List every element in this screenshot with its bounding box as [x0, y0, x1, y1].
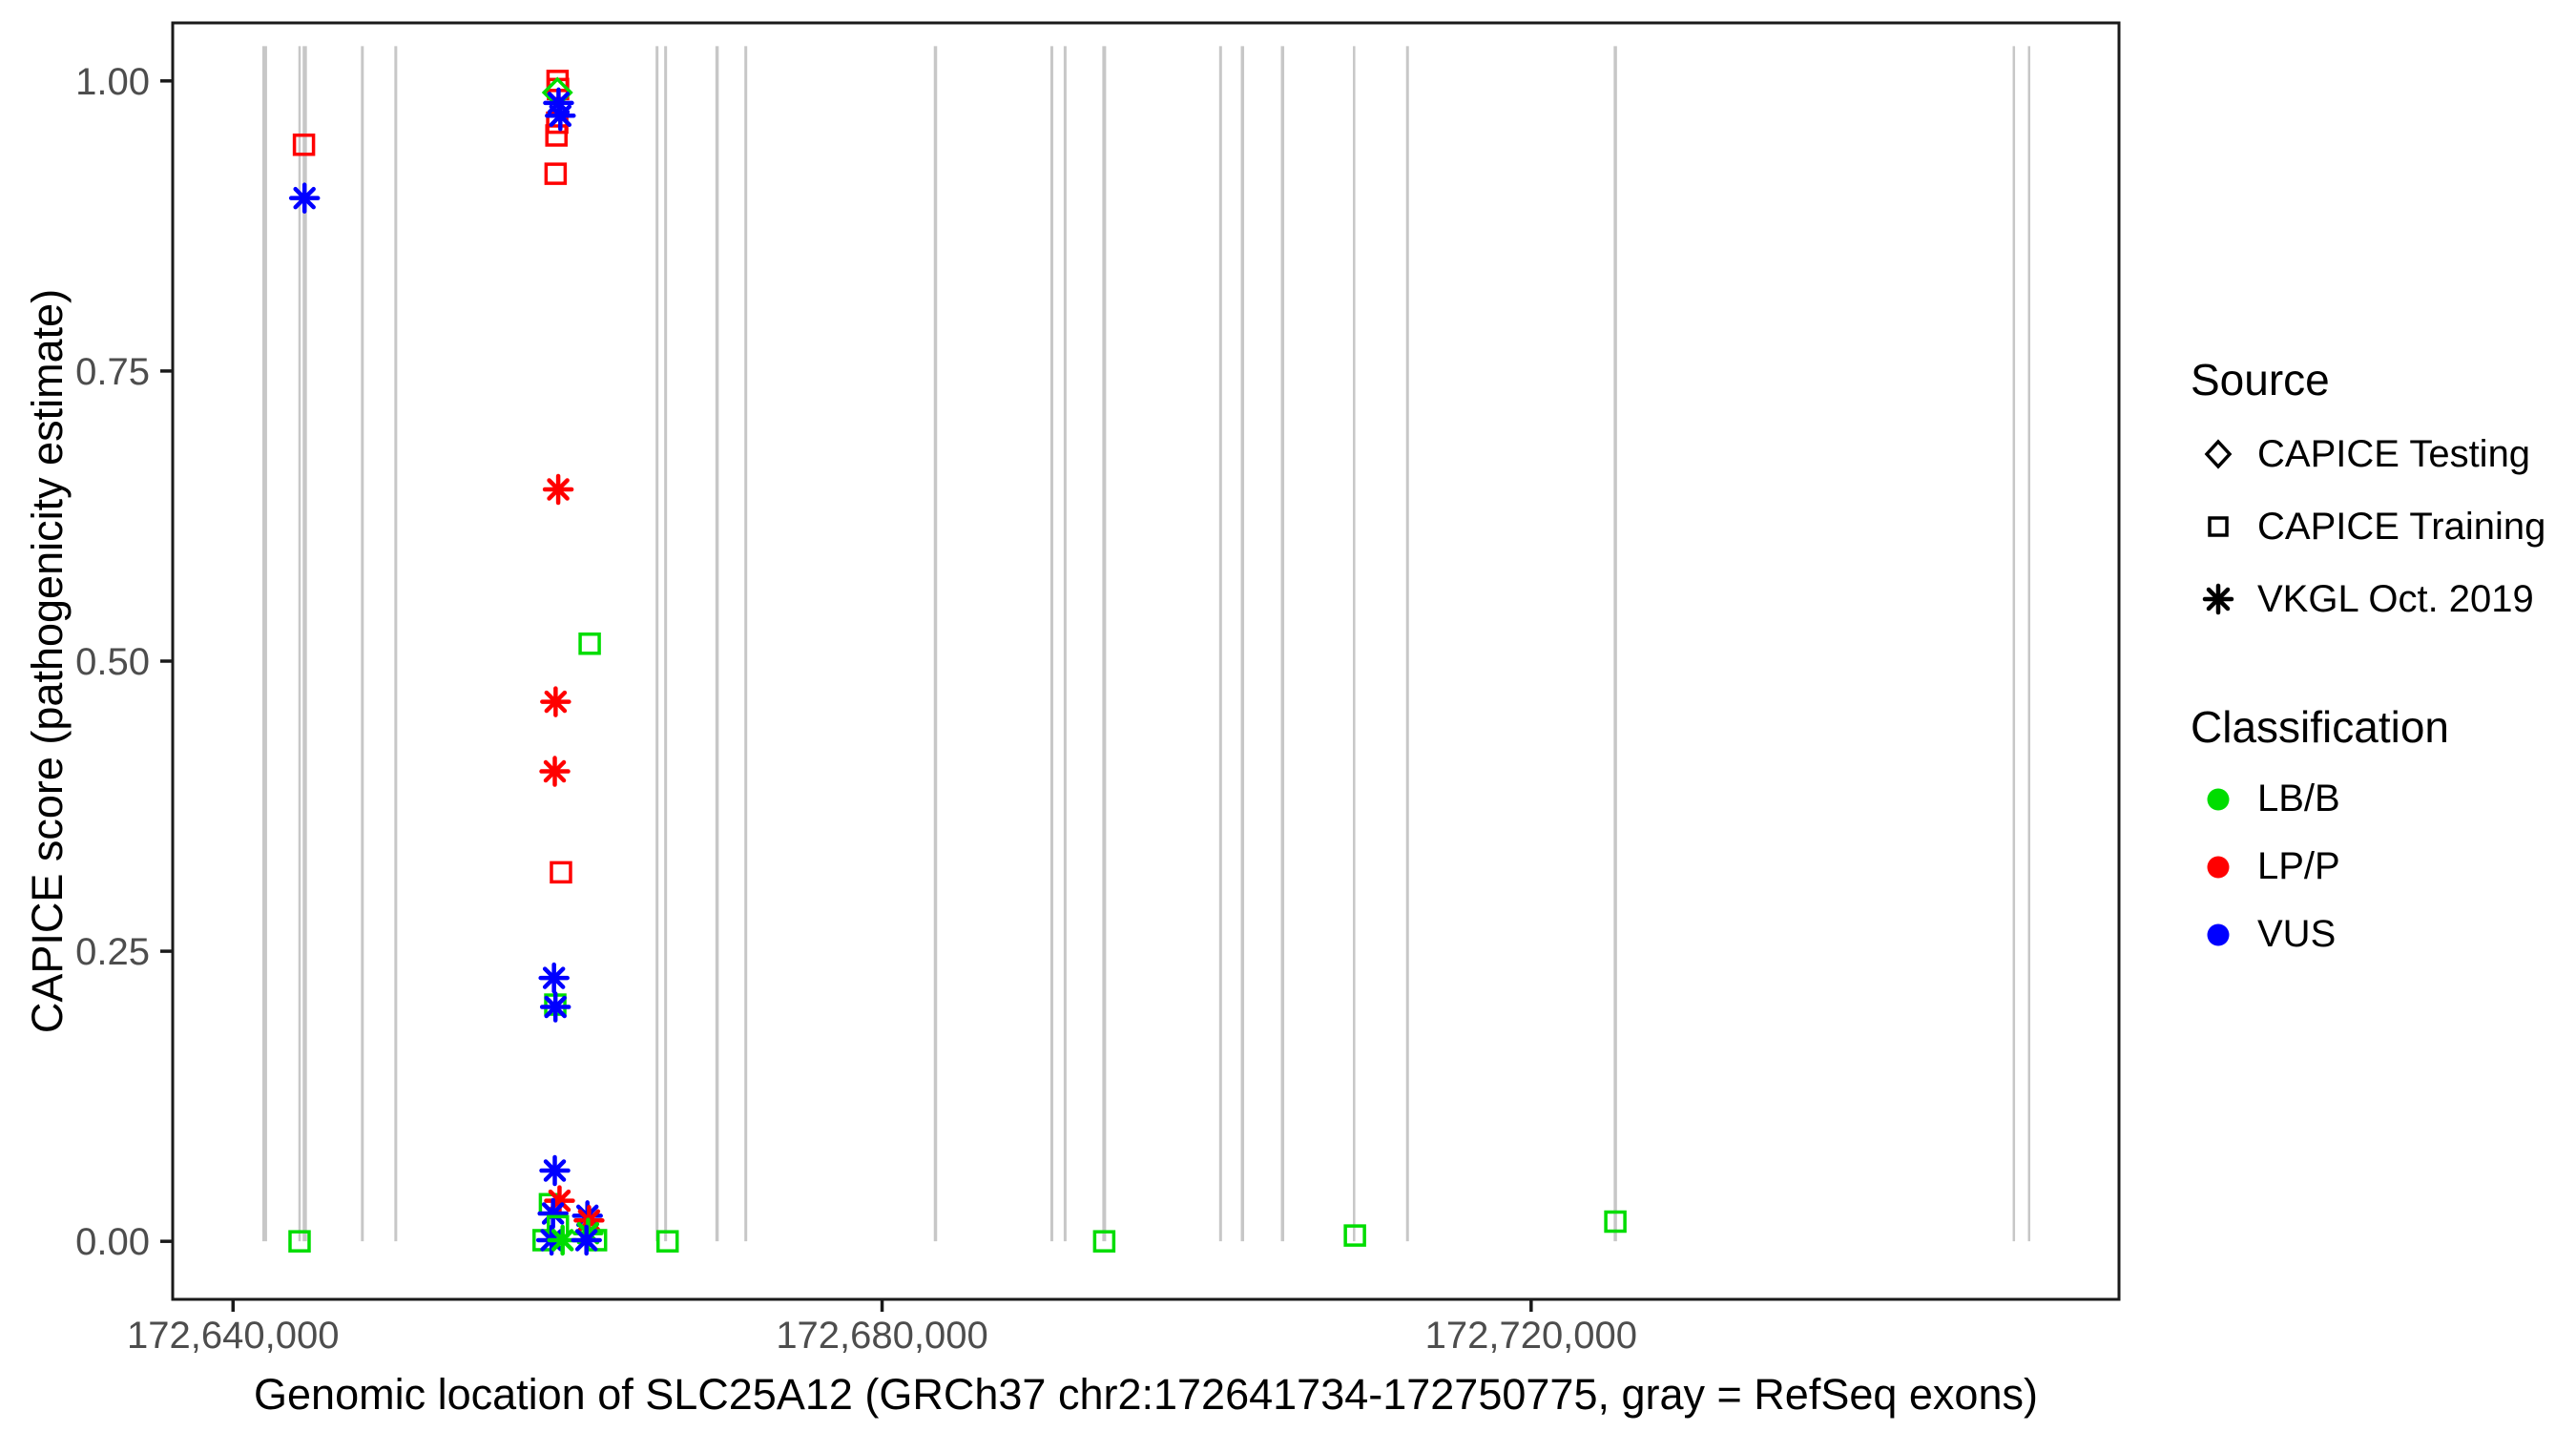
data-point-square [544, 162, 568, 185]
square-icon [2208, 516, 2229, 537]
legend-item-label: VUS [2257, 913, 2337, 955]
data-point-asterisk [545, 100, 576, 132]
green-dot-icon [2207, 788, 2230, 810]
legend-item-label: CAPICE Training [2257, 505, 2546, 548]
legend-source-title: Source [2191, 355, 2330, 404]
data-point-asterisk [540, 686, 571, 717]
legend-item-label: VKGL Oct. 2019 [2257, 577, 2534, 620]
legend-gap [2191, 635, 2572, 702]
legend-item-lpp: LP/P [2191, 833, 2572, 901]
legend-item-capice-testing: CAPICE Testing [2191, 418, 2572, 490]
legend-item-vus: VUS [2191, 901, 2572, 968]
data-point-asterisk [539, 991, 571, 1023]
legend-item-capice-training: CAPICE Training [2191, 490, 2572, 563]
data-point-square [1604, 1210, 1627, 1234]
data-point-square [545, 124, 568, 147]
y-tick-label: 0.50 [75, 641, 150, 683]
legend-classification-items: LB/B LP/P VUS [2191, 765, 2572, 968]
data-point-square [578, 633, 601, 655]
legend-item-label: LB/B [2257, 778, 2340, 819]
legend-source-items: CAPICE Testing CAPICE Training VKGL [2191, 418, 2572, 635]
data-point-square [292, 133, 316, 156]
diamond-icon [2204, 439, 2233, 469]
data-point-square [1343, 1224, 1366, 1247]
data-point-asterisk [539, 1154, 571, 1187]
x-axis-title: Genomic location of SLC25A12 (GRCh37 chr… [254, 1370, 2038, 1419]
data-point-asterisk [538, 962, 570, 994]
data-point-asterisk [542, 473, 574, 506]
red-dot-icon [2207, 856, 2230, 878]
blue-dot-icon [2207, 923, 2230, 945]
data-point-asterisk [537, 1197, 569, 1230]
y-tick-label: 0.25 [75, 931, 150, 973]
legend: Source CAPICE Testing CAPICE Training [2191, 355, 2572, 968]
data-point-square [550, 861, 572, 884]
legend-classification-title: Classification [2191, 702, 2449, 752]
data-point-square [288, 1230, 311, 1253]
legend-item-label: LP/P [2257, 845, 2340, 887]
legend-item-vkgl: VKGL Oct. 2019 [2191, 563, 2572, 635]
y-tick-label: 0.00 [75, 1221, 150, 1263]
y-axis-title: CAPICE score (pathogenicity estimate) [23, 288, 72, 1034]
x-tick-label: 172,640,000 [127, 1315, 339, 1357]
panel-border [171, 21, 2121, 1301]
y-tick-label: 0.75 [75, 351, 150, 393]
data-point-square [655, 1230, 679, 1253]
asterisk-icon [2202, 583, 2234, 615]
y-tick-label: 1.00 [75, 61, 150, 103]
data-point-asterisk [571, 1224, 602, 1256]
data-point-asterisk [288, 182, 321, 214]
legend-item-lbb: LB/B [2191, 765, 2572, 833]
legend-item-label: CAPICE Testing [2257, 432, 2531, 475]
x-tick-label: 172,680,000 [776, 1315, 987, 1357]
data-point-asterisk [539, 756, 571, 787]
x-tick-label: 172,720,000 [1425, 1315, 1637, 1357]
data-point-square [1092, 1230, 1116, 1253]
